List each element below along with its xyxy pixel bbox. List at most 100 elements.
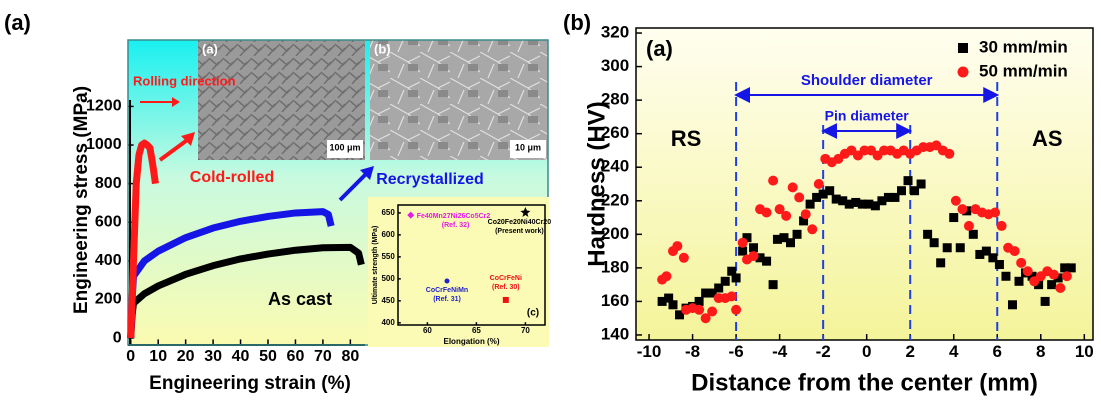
x-tick-label: -4 <box>772 342 788 361</box>
point <box>904 176 913 185</box>
legend-label: 30 mm/min <box>979 37 1068 56</box>
point <box>503 297 509 303</box>
point-label: Fe40Mn27Ni26Co5Cr2 <box>417 213 491 220</box>
point <box>951 196 961 206</box>
y-tick-label: 320 <box>601 23 629 42</box>
annotation: Rolling direction <box>133 73 236 88</box>
point <box>738 247 747 256</box>
x-tick-label: 4 <box>949 342 959 361</box>
y-tick-label: 140 <box>601 324 629 343</box>
y-axis-title: Ultimate strength (MPa) <box>372 226 379 305</box>
point <box>936 258 945 267</box>
point <box>1062 271 1072 281</box>
x-axis-title: Distance from the center (mm) <box>691 369 1038 396</box>
point-label: CoCrFeNi <box>490 275 522 282</box>
point <box>990 208 1000 218</box>
point <box>944 149 954 159</box>
point <box>694 305 704 315</box>
y-tick-label: 600 <box>95 213 122 230</box>
point-reference: (Ref. 31) <box>433 296 461 303</box>
point <box>721 277 730 286</box>
point <box>930 238 939 247</box>
x-tick-label: 60 <box>423 326 432 335</box>
point <box>762 208 772 218</box>
x-tick-label: -8 <box>685 342 700 361</box>
x-tick-label: 0 <box>126 348 135 365</box>
point <box>786 238 795 247</box>
point <box>943 243 952 252</box>
point <box>661 271 671 281</box>
y-tick-label: 550 <box>381 252 395 261</box>
curve-label: As cast <box>268 289 332 309</box>
point <box>732 273 741 282</box>
legend-marker <box>958 43 968 53</box>
x-tick-label: 20 <box>177 348 195 365</box>
x-tick-label: 50 <box>259 348 277 365</box>
x-tick-label: 6 <box>993 342 1002 361</box>
panel-label: (a) <box>4 10 31 35</box>
point <box>1055 283 1065 293</box>
x-tick-label: 40 <box>232 348 250 365</box>
micrograph-label: (a) <box>202 41 218 56</box>
point <box>957 204 967 214</box>
x-tick-label: -10 <box>637 342 662 361</box>
point <box>679 253 689 263</box>
y-tick-label: 600 <box>381 230 395 239</box>
scale-bar-label: 10 μm <box>515 142 541 152</box>
point <box>1016 258 1026 268</box>
y-axis-title: Engineering stress (MPa) <box>71 86 92 314</box>
figure: (a) (b) (a)100 μm(b)10 μm010203040506070… <box>0 0 1101 401</box>
panel-label: (b) <box>563 10 591 35</box>
y-tick-label: 650 <box>381 208 395 217</box>
x-tick-label: 60 <box>287 348 305 365</box>
point <box>814 179 824 189</box>
x-tick-label: 10 <box>1075 342 1094 361</box>
point <box>749 251 759 261</box>
point <box>1067 263 1076 272</box>
x-axis-title: Engineering strain (%) <box>149 373 351 394</box>
point <box>1008 300 1017 309</box>
curve-label: Cold-rolled <box>190 169 274 186</box>
point <box>1001 272 1010 281</box>
curve-label: Recrystallized <box>376 171 484 188</box>
point <box>769 280 778 289</box>
point <box>1049 270 1059 280</box>
annotation: RS <box>671 126 702 151</box>
point <box>1010 246 1020 256</box>
x-tick-label: 65 <box>472 326 481 335</box>
point <box>997 221 1007 231</box>
legend-label: 50 mm/min <box>979 61 1068 80</box>
point <box>794 192 804 202</box>
point <box>731 305 741 315</box>
point <box>1041 297 1050 306</box>
inner-panel-label: (a) <box>646 36 673 61</box>
point-reference: (Ref. 32) <box>442 222 470 229</box>
point <box>768 176 778 186</box>
x-tick-label: -2 <box>816 342 831 361</box>
point <box>949 213 958 222</box>
y-tick-label: 400 <box>381 318 395 327</box>
y-tick-label: 450 <box>381 296 395 305</box>
point <box>1023 266 1033 276</box>
point <box>738 238 748 248</box>
x-tick-label: 2 <box>905 342 914 361</box>
point <box>917 180 926 189</box>
legend-marker <box>958 67 969 78</box>
point <box>707 306 717 316</box>
span-label: Pin diameter <box>825 108 910 124</box>
point <box>956 243 965 252</box>
y-tick-label: 0 <box>113 329 122 346</box>
x-tick-label: 70 <box>521 326 530 335</box>
scale-bar-label: 100 μm <box>329 142 360 152</box>
point <box>727 291 737 301</box>
point <box>762 257 771 266</box>
x-tick-label: 70 <box>314 348 332 365</box>
point <box>807 224 817 234</box>
point <box>969 230 978 239</box>
point <box>749 243 758 252</box>
x-tick-label: 8 <box>1036 342 1045 361</box>
y-tick-label: 800 <box>95 175 122 192</box>
x-axis-title: Elongation (%) <box>444 337 500 346</box>
y-tick-label: 300 <box>601 56 629 75</box>
point <box>788 182 798 192</box>
